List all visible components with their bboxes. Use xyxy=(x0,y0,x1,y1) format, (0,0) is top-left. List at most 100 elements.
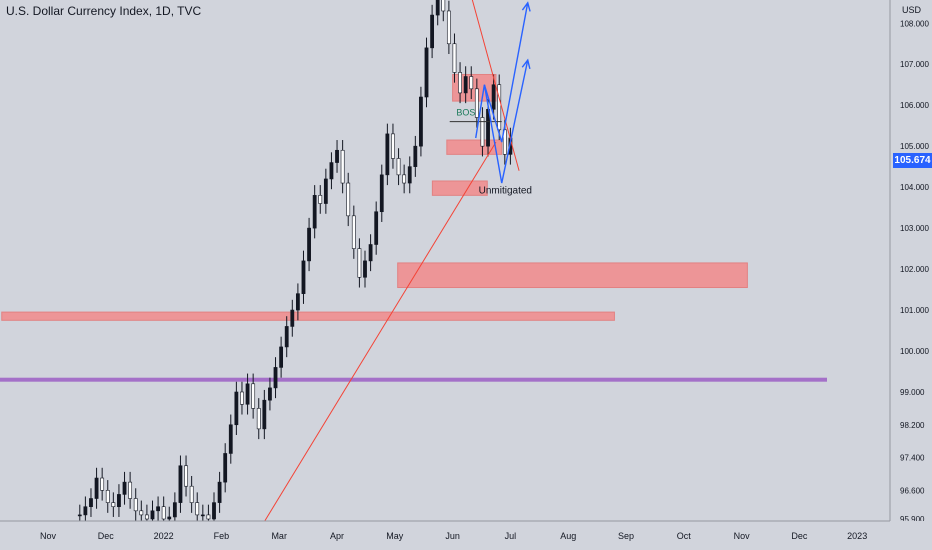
time-tick-label: Apr xyxy=(330,531,344,541)
candle-body xyxy=(329,162,334,180)
candle-body xyxy=(105,490,110,503)
price-tick-label: 98.200 xyxy=(900,421,925,430)
candle-body xyxy=(217,481,222,503)
time-tick-label: Sep xyxy=(618,531,634,541)
zone-mid xyxy=(446,139,503,155)
candle-body xyxy=(150,510,155,520)
candle-body xyxy=(446,10,451,45)
time-tick-label: Feb xyxy=(214,531,230,541)
candle-body xyxy=(156,506,160,512)
candle-body xyxy=(228,424,233,454)
candle-body xyxy=(391,133,395,159)
candle-body xyxy=(502,129,507,155)
currency-label: USD xyxy=(902,5,922,15)
projection-arrowhead-1 xyxy=(521,58,531,70)
candle-body xyxy=(379,174,384,213)
price-tick-label: 99.000 xyxy=(900,388,925,397)
candle-body xyxy=(240,391,244,405)
candle-body xyxy=(323,178,328,204)
candle-body xyxy=(441,0,446,12)
candle-body xyxy=(396,158,401,176)
price-tick-label: 107.000 xyxy=(900,60,929,69)
candle-body xyxy=(212,502,216,520)
candle-body xyxy=(111,502,116,508)
chart-title: U.S. Dollar Currency Index, 1D, TVC xyxy=(6,4,202,18)
candle-body xyxy=(374,211,379,245)
candle-body xyxy=(234,391,239,426)
time-axis-background xyxy=(0,521,932,550)
candle-body xyxy=(346,182,351,217)
candle-body xyxy=(290,309,295,327)
candle-body xyxy=(480,117,485,147)
candle-body xyxy=(133,498,138,512)
candle-body xyxy=(256,408,261,430)
projection-arrowhead-2 xyxy=(521,1,531,12)
candle-body xyxy=(301,260,306,294)
candle-body xyxy=(178,465,183,503)
candle-body xyxy=(161,506,166,520)
candle-body xyxy=(77,514,82,517)
price-tick-label: 102.000 xyxy=(900,265,929,274)
candle-body xyxy=(419,96,423,147)
candle-body xyxy=(474,88,479,118)
trendline-down xyxy=(471,0,520,171)
time-tick-label: Oct xyxy=(677,531,692,541)
time-tick-label: 2022 xyxy=(154,531,174,541)
candle-body xyxy=(295,293,300,311)
candle-body xyxy=(139,510,144,516)
candle-body xyxy=(307,227,311,262)
time-tick-label: Nov xyxy=(734,531,751,541)
price-tick-label: 100.000 xyxy=(900,347,929,356)
price-tick-label: 108.000 xyxy=(900,19,929,28)
candle-body xyxy=(458,72,462,94)
candle-body xyxy=(318,195,323,204)
candle-body xyxy=(172,502,177,518)
price-tick-label: 101.000 xyxy=(900,306,929,315)
candle-body xyxy=(463,76,468,94)
trendline-up xyxy=(264,141,497,522)
price-tick-label: 106.000 xyxy=(900,101,929,110)
candle-body xyxy=(469,76,474,90)
candle-body xyxy=(195,502,200,516)
price-axis-background xyxy=(890,0,932,550)
candle-body xyxy=(83,506,88,516)
last-price-badge: 105.674 xyxy=(893,153,932,168)
candle-body xyxy=(273,367,278,389)
candle-body xyxy=(89,498,93,508)
candle-body xyxy=(262,399,267,430)
candle-body xyxy=(385,133,390,176)
zone-unmitigated xyxy=(431,180,488,196)
price-tick-label: 97.400 xyxy=(900,454,925,463)
bos-label: BOS xyxy=(456,107,475,117)
candle-body xyxy=(407,166,412,184)
zone-102 xyxy=(397,262,748,289)
candle-body xyxy=(223,453,228,483)
lines-layer: BOS Unmitigated xyxy=(264,0,532,522)
candle-body xyxy=(491,84,496,110)
price-tick-label: 104.000 xyxy=(900,183,929,192)
candle-body xyxy=(402,174,407,184)
time-tick-label: Dec xyxy=(98,531,115,541)
projection-line-2 xyxy=(483,2,529,143)
candle-body xyxy=(284,326,289,348)
time-tick-label: 2023 xyxy=(847,531,867,541)
candle-body xyxy=(435,0,440,16)
candle-body xyxy=(189,485,194,503)
candle-body xyxy=(340,149,345,184)
candle-body xyxy=(245,383,250,405)
candle-body xyxy=(279,346,284,368)
price-tick-label: 96.600 xyxy=(900,486,925,495)
candle-body xyxy=(200,514,205,517)
candle-body xyxy=(363,260,367,278)
candle-body xyxy=(117,494,121,508)
time-tick-label: Aug xyxy=(560,531,576,541)
candle-body xyxy=(368,244,373,262)
candle-body xyxy=(452,43,457,73)
candle-body xyxy=(357,248,362,278)
candle-body xyxy=(206,514,211,520)
candle-body xyxy=(312,195,317,229)
time-tick-label: Jun xyxy=(445,531,460,541)
